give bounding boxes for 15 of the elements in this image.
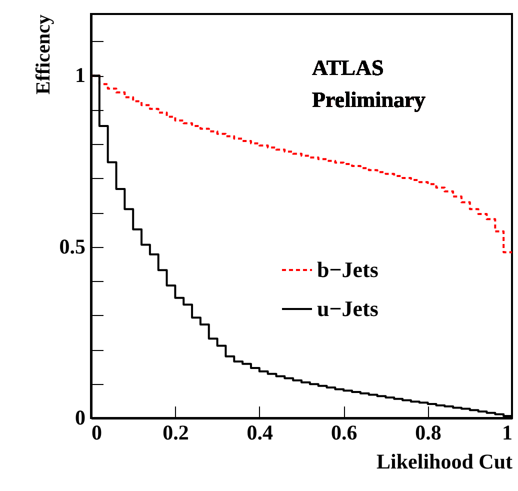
y-tick-label: 0	[75, 406, 86, 430]
y-axis-title: Efficency	[32, 14, 54, 94]
x-tick-label: 0.8	[415, 420, 442, 444]
x-tick-label: 1	[502, 420, 512, 444]
annotation: ATLAS	[312, 55, 384, 80]
annotation: Preliminary	[312, 87, 426, 112]
x-tick-label: 0	[92, 420, 102, 444]
x-axis-title: Likelihood Cut	[376, 450, 512, 474]
y-tick-label: 0.5	[59, 234, 86, 258]
y-tick-label: 1	[75, 63, 86, 88]
x-tick-label: 0.6	[330, 420, 358, 444]
x-tick-label: 0.2	[162, 420, 189, 444]
x-tick-label: 0.4	[246, 420, 274, 444]
legend-label: u−Jets	[317, 296, 379, 321]
legend-label: b−Jets	[317, 257, 379, 282]
